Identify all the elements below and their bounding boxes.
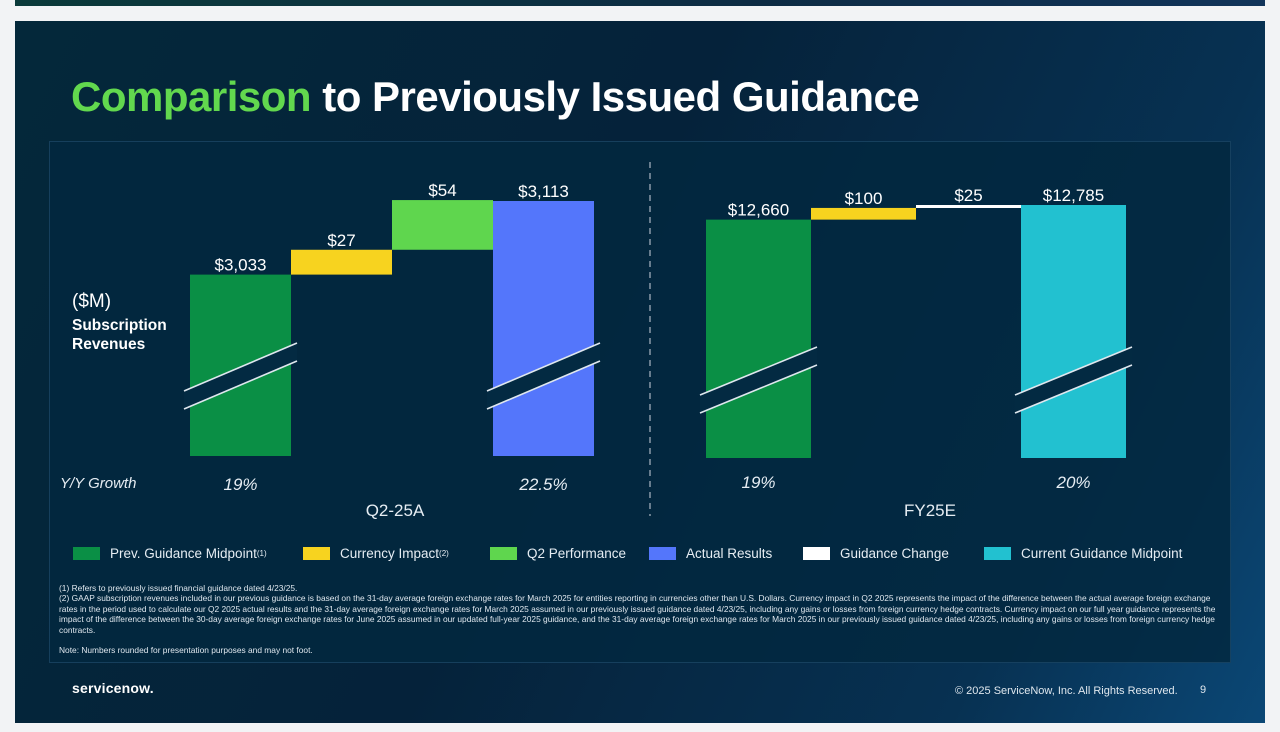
bar-value-label: $54 xyxy=(428,181,456,200)
footnote-2: (2) GAAP subscription revenues included … xyxy=(59,593,1216,635)
title-accent: Comparison xyxy=(71,73,312,120)
axis-break-line xyxy=(699,346,818,396)
title-rest: to Previously Issued Guidance xyxy=(322,73,920,120)
slide-title: Comparison to Previously Issued Guidance xyxy=(71,73,920,121)
legend-label: Q2 Performance xyxy=(527,546,627,561)
axis-break-line xyxy=(486,360,601,410)
legend-swatch xyxy=(490,547,517,560)
bar-fy25e-3 xyxy=(1021,205,1126,458)
waterfall-chart: $3,033 19% $27 $54 $3,113 22.5% Q2-25A $12,660 1… xyxy=(60,162,1133,520)
metric-label-line2: Revenues xyxy=(72,336,145,353)
bar-fy25e-2 xyxy=(916,205,1021,208)
slide: Comparison to Previously Issued Guidance… xyxy=(15,21,1265,723)
bar-value-label: $27 xyxy=(327,231,355,250)
legend-label: Current Guidance Midpoint xyxy=(1021,546,1183,561)
legend-item-prev-guidance: Prev. Guidance Midpoint (1) xyxy=(73,546,267,561)
yy-growth-value: 22.5% xyxy=(518,475,567,494)
legend-item-current-guidance: Current Guidance Midpoint xyxy=(984,546,1182,561)
copyright: © 2025 ServiceNow, Inc. All Rights Reser… xyxy=(955,685,1178,697)
footnote-1: (1) Refers to previously issued financia… xyxy=(59,583,298,593)
axis-break-gap xyxy=(1015,347,1132,413)
chart-legend: Prev. Guidance Midpoint (1) Currency Impa… xyxy=(73,546,1213,564)
bar-q2-25a-2 xyxy=(392,200,493,250)
unit-label: ($M) xyxy=(72,291,111,312)
axis-break-gap xyxy=(487,343,600,409)
bar-value-label: $3,033 xyxy=(215,256,267,275)
legend-sup: (2) xyxy=(439,549,449,558)
axis-break-line xyxy=(183,342,298,392)
bar-value-label: $100 xyxy=(845,189,883,208)
footnotes: (1) Refers to previously issued financia… xyxy=(59,583,1224,655)
yy-growth-value: 19% xyxy=(223,475,257,494)
axis-break-line xyxy=(1014,346,1133,396)
page-number: 9 xyxy=(1200,684,1207,696)
legend-swatch xyxy=(803,547,830,560)
legend-label: Guidance Change xyxy=(840,546,949,561)
axis-break-line xyxy=(486,342,601,392)
legend-label: Prev. Guidance Midpoint xyxy=(110,546,257,561)
yy-growth-value: 19% xyxy=(741,473,775,492)
metric-label-line1: Subscription xyxy=(72,317,167,334)
legend-label: Actual Results xyxy=(686,546,773,561)
bar-value-label: $12,785 xyxy=(1043,186,1104,205)
legend-item-guidance-change: Guidance Change xyxy=(803,546,949,561)
bar-fy25e-1 xyxy=(811,207,916,220)
legend-item-currency-impact: Currency Impact (2) xyxy=(303,546,449,561)
bar-value-label: $3,113 xyxy=(518,182,569,201)
legend-swatch xyxy=(303,547,330,560)
axis-break-gap xyxy=(700,347,817,413)
bar-q2-25a-3 xyxy=(493,201,594,456)
servicenow-logo: servicenow. xyxy=(72,680,154,696)
axis-break-line xyxy=(699,364,818,414)
top-strip xyxy=(15,0,1265,6)
legend-item-q2-performance: Q2 Performance xyxy=(490,546,626,561)
bar-q2-25a-1 xyxy=(291,249,392,275)
bar-value-label: $12,660 xyxy=(728,201,789,220)
yy-growth-value: 20% xyxy=(1055,473,1090,492)
axis-break-gap xyxy=(184,343,297,409)
legend-swatch xyxy=(984,547,1011,560)
legend-sup: (1) xyxy=(256,549,267,558)
bar-fy25e-0 xyxy=(706,219,811,458)
legend-swatch xyxy=(649,547,676,560)
legend-label: Currency Impact xyxy=(340,546,440,561)
axis-break-line xyxy=(1014,364,1133,414)
axis-break-line xyxy=(183,360,298,410)
legend-item-actual-results: Actual Results xyxy=(649,546,772,561)
category-label-fy25e: FY25E xyxy=(904,501,956,520)
rounding-note: Note: Numbers rounded for presentation p… xyxy=(59,645,313,656)
bar-value-label: $25 xyxy=(954,186,982,205)
yy-growth-label: Y/Y Growth xyxy=(60,475,136,492)
legend-swatch xyxy=(73,547,100,560)
category-label-q2-25a: Q2-25A xyxy=(366,501,425,520)
